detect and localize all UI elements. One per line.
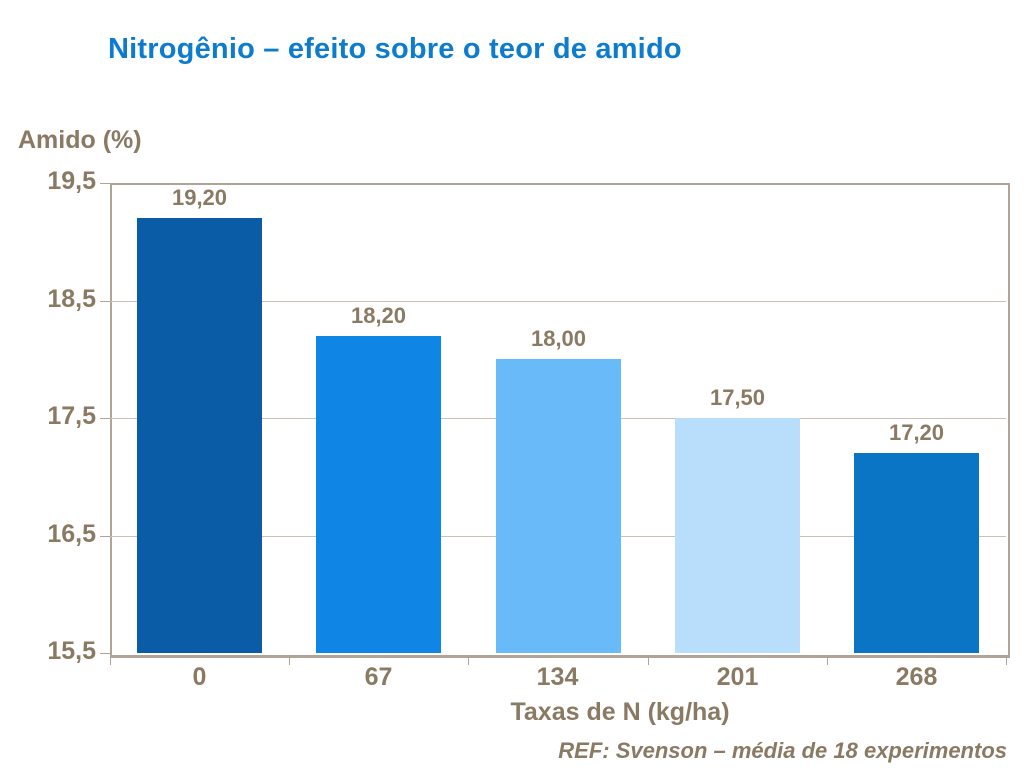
y-axis-title: Amido (%): [18, 126, 142, 154]
y-tick-label: 17,5: [47, 402, 96, 430]
chart-title: Nitrogênio – efeito sobre o teor de amid…: [108, 33, 682, 65]
x-tick-mark: [648, 656, 649, 665]
x-tick-label: 0: [192, 663, 207, 691]
x-tick-label: 134: [536, 663, 579, 691]
y-tick-mark: [100, 183, 110, 184]
x-tick-label: 67: [364, 663, 393, 691]
x-tick-mark: [110, 656, 111, 665]
bar-value-label: 19,20: [171, 185, 228, 210]
bar-value-label: 18,00: [530, 326, 587, 351]
gridline: [110, 301, 1006, 302]
bar-value-label: 17,20: [888, 420, 945, 445]
bar-67: [316, 336, 441, 653]
y-tick-label: 18,5: [47, 285, 96, 313]
x-tick-mark: [468, 656, 469, 665]
bar-value-label: 17,50: [709, 385, 766, 410]
y-tick-mark: [100, 536, 110, 537]
y-tick-label: 16,5: [47, 520, 96, 548]
y-tick-label: 19,5: [47, 167, 96, 195]
y-tick-label: 15,5: [47, 637, 96, 665]
bar-134: [496, 359, 621, 653]
y-tick-mark: [100, 653, 110, 654]
bar-value-label: 18,20: [350, 303, 407, 328]
y-tick-mark: [100, 418, 110, 419]
bar-0: [137, 218, 262, 653]
x-tick-mark: [827, 656, 828, 665]
x-tick-label: 268: [895, 663, 938, 691]
y-tick-mark: [100, 301, 110, 302]
chart-footnote: REF: Svenson – média de 18 experimentos: [558, 738, 1007, 763]
x-tick-label: 201: [716, 663, 759, 691]
bar-201: [675, 418, 800, 653]
bar-268: [854, 453, 979, 653]
x-axis-title: Taxas de N (kg/ha): [510, 698, 730, 726]
x-tick-mark: [289, 656, 290, 665]
x-tick-mark: [1006, 656, 1007, 665]
